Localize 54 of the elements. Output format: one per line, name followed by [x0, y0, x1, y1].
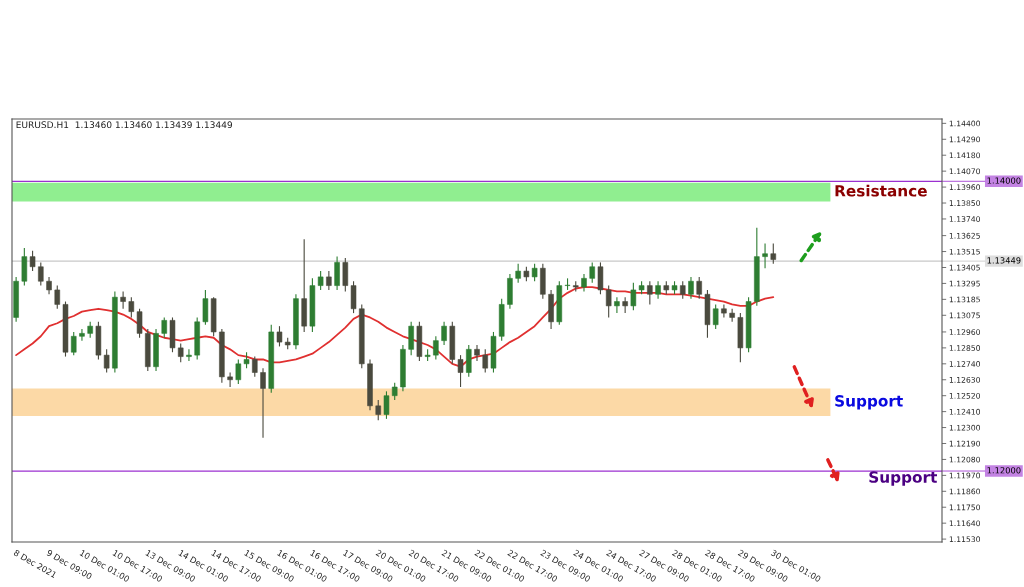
candlestick	[161, 316, 168, 339]
candlestick	[383, 390, 390, 420]
candlestick	[589, 261, 595, 284]
candlestick	[227, 371, 233, 388]
candlestick	[177, 342, 184, 363]
ref-line-label: 1.13449	[987, 257, 1021, 264]
candlestick	[433, 335, 439, 361]
candlestick	[466, 344, 472, 378]
candlestick	[696, 276, 702, 300]
candlestick	[79, 328, 85, 342]
candlestick	[762, 243, 768, 269]
ref-line-label: 1.12000	[987, 467, 1021, 474]
candlestick	[688, 276, 694, 300]
candlestick	[729, 308, 735, 323]
candlestick	[54, 285, 61, 310]
ref-line-label: 1.14000	[987, 177, 1021, 184]
candlestick	[276, 325, 283, 347]
candlestick	[614, 296, 620, 314]
band-label: Support	[835, 395, 903, 410]
candlestick	[128, 296, 135, 319]
candlestick	[260, 367, 266, 439]
candlestick	[597, 261, 604, 295]
candlestick	[622, 296, 628, 314]
candlestick	[334, 256, 340, 291]
candlestick	[474, 344, 480, 362]
annotation: Support	[869, 471, 937, 486]
candlestick	[515, 263, 521, 284]
candlestick	[605, 285, 612, 319]
candlestick	[630, 282, 637, 311]
candlestick	[457, 354, 464, 388]
candlestick	[342, 257, 349, 292]
candlestick	[712, 303, 719, 330]
candlestick	[408, 321, 414, 356]
band-label: Resistance	[835, 184, 927, 197]
candlestick	[120, 290, 126, 310]
candlestick	[103, 348, 110, 374]
candlestick	[350, 280, 357, 314]
candlestick	[202, 289, 209, 326]
candlestick	[136, 308, 143, 339]
candlestick	[317, 270, 324, 291]
candlestick	[252, 356, 258, 378]
candlestick	[38, 261, 44, 287]
candlestick	[647, 280, 653, 305]
candlestick	[441, 321, 447, 346]
candlestick	[770, 243, 777, 265]
candlestick	[29, 250, 36, 272]
candlestick	[70, 331, 77, 356]
candlestick	[482, 348, 488, 374]
candlestick	[235, 358, 242, 385]
candlestick	[186, 348, 192, 362]
candlestick	[721, 303, 727, 319]
candlestick	[326, 270, 332, 291]
annotation: EURUSD.H1 1.13460 1.13460 1.13439 1.13449	[16, 121, 233, 129]
candlestick	[375, 399, 381, 421]
